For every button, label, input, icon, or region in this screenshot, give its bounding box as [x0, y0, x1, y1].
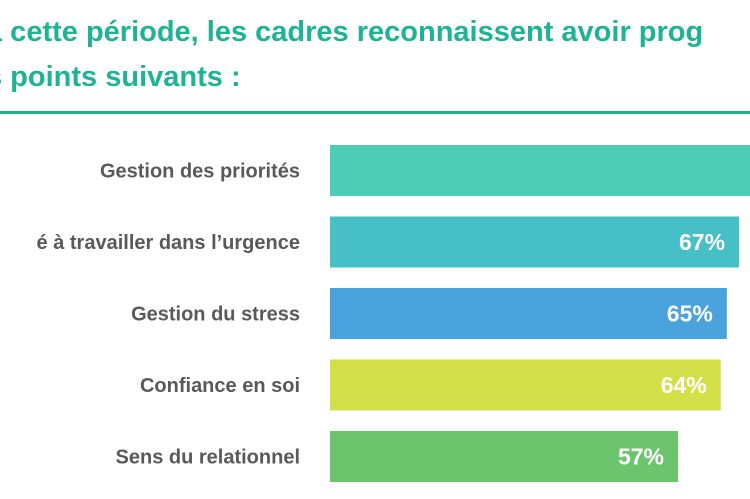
bar-value-label: 57% — [618, 444, 664, 470]
category-label: Gestion du stress — [131, 304, 300, 326]
bar-value-label: 67% — [679, 229, 725, 255]
bar — [330, 359, 721, 411]
bar — [330, 288, 727, 339]
bar — [330, 431, 678, 482]
chart-title-line-2: s points suivants : — [0, 61, 241, 93]
bar-value-label: 65% — [667, 301, 713, 327]
category-label: Gestion des priorités — [100, 161, 300, 183]
chart-title-line-1: à cette période, les cadres reconnaissen… — [0, 16, 704, 48]
category-label: é à travailler dans l’urgence — [37, 232, 300, 254]
bar — [330, 145, 750, 196]
category-label: Confiance en soi — [140, 375, 300, 397]
category-label: Sens du relationnel — [116, 447, 300, 469]
bar — [330, 216, 740, 268]
chart-title: à cette période, les cadres reconnaissen… — [0, 10, 750, 100]
title-divider — [0, 111, 750, 114]
bar-value-label: 64% — [661, 372, 707, 398]
